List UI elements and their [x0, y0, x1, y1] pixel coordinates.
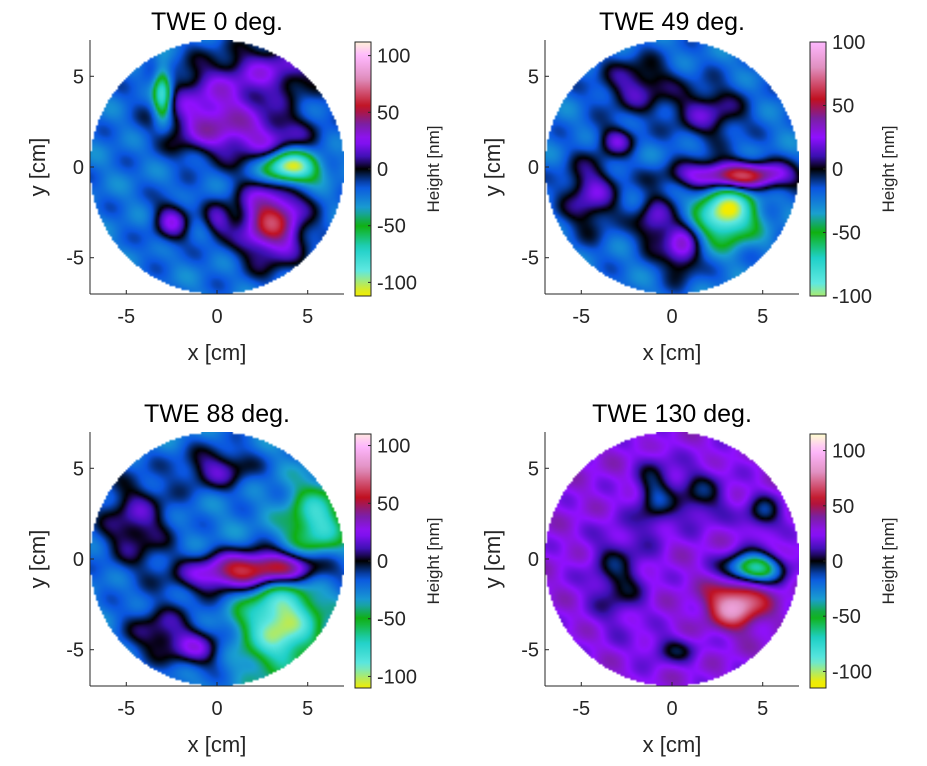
- y-tick-label: 0: [73, 157, 84, 179]
- colorbar-tick-label: -50: [832, 606, 861, 628]
- panel-4: TWE 130 deg.-5 0 550-5x [cm]y [cm]100500-5…: [480, 400, 898, 757]
- x-axis-label: x [cm]: [188, 340, 247, 365]
- x-tick-label: 0: [211, 698, 222, 720]
- y-tick-label: -5: [66, 640, 84, 662]
- colorbar-tick-label: 100: [377, 46, 410, 68]
- x-tick-label: -5: [117, 306, 135, 328]
- colorbar-label: Height [nm]: [879, 518, 898, 605]
- panel-2: TWE 49 deg.-5 0 550-5x [cm]y [cm]100500-50…: [480, 8, 898, 365]
- chart-title: TWE 130 deg.: [592, 400, 752, 428]
- x-axis-label: x [cm]: [643, 340, 702, 365]
- colorbar-tick-label: 100: [832, 441, 865, 463]
- x-axis-label: x [cm]: [188, 732, 247, 757]
- colorbar-tick-label: -50: [377, 609, 406, 631]
- panel-3: TWE 88 deg.-5 0 550-5x [cm]y [cm]100500-50…: [25, 400, 443, 757]
- y-axis-label: y [cm]: [25, 138, 50, 197]
- colorbar-tick-label: 100: [832, 32, 865, 54]
- colorbar-tick-label: 0: [832, 551, 843, 573]
- colorbar-tick-label: -100: [377, 666, 417, 688]
- x-tick-label: -5: [572, 698, 590, 720]
- colorbar-label: Height [nm]: [879, 126, 898, 213]
- colorbar-tick-label: 100: [377, 436, 410, 458]
- chart-title: TWE 49 deg.: [599, 8, 745, 36]
- y-tick-label: 5: [528, 66, 539, 88]
- x-tick-label: 0: [666, 306, 677, 328]
- y-axis-label: y [cm]: [480, 138, 505, 197]
- x-tick-label: 0: [211, 306, 222, 328]
- colorbar-tick-label: -100: [832, 661, 872, 683]
- x-tick-label: 5: [302, 698, 313, 720]
- x-tick-label: 5: [757, 306, 768, 328]
- chart-title: TWE 88 deg.: [144, 400, 290, 428]
- y-tick-label: -5: [521, 640, 539, 662]
- colorbar-tick-label: 0: [832, 159, 843, 181]
- colorbar-tick-label: -50: [832, 223, 861, 245]
- y-tick-label: 0: [528, 549, 539, 571]
- heatmap-disc: [545, 40, 799, 294]
- panel-1: TWE 0 deg.-5 0 550-5x [cm]y [cm]100500-50-…: [25, 8, 443, 365]
- y-tick-label: -5: [66, 248, 84, 270]
- x-tick-label: -5: [117, 698, 135, 720]
- heatmap-disc: [545, 432, 799, 686]
- colorbar-label: Height [nm]: [424, 518, 443, 605]
- x-tick-label: 5: [302, 306, 313, 328]
- colorbar-label: Height [nm]: [424, 126, 443, 213]
- x-tick-label: -5: [572, 306, 590, 328]
- x-axis-label: x [cm]: [643, 732, 702, 757]
- y-tick-label: 5: [73, 458, 84, 480]
- colorbar-tick-label: 0: [377, 159, 388, 181]
- heatmap-disc: [90, 432, 344, 686]
- y-tick-label: 0: [73, 549, 84, 571]
- y-tick-label: 5: [73, 66, 84, 88]
- y-tick-label: -5: [521, 248, 539, 270]
- y-tick-label: 0: [528, 157, 539, 179]
- heatmap-disc: [90, 40, 344, 294]
- colorbar-tick-label: -100: [377, 272, 417, 294]
- y-tick-label: 5: [528, 458, 539, 480]
- x-tick-label: 5: [757, 698, 768, 720]
- colorbar-tick-label: 50: [832, 96, 854, 118]
- colorbar-tick-label: 0: [377, 551, 388, 573]
- chart-title: TWE 0 deg.: [151, 8, 283, 36]
- colorbar-tick-label: 50: [377, 102, 399, 124]
- colorbar-tick-label: 50: [832, 496, 854, 518]
- colorbar-tick-label: -100: [832, 286, 872, 308]
- x-tick-label: 0: [666, 698, 677, 720]
- y-axis-label: y [cm]: [25, 530, 50, 589]
- y-axis-label: y [cm]: [480, 530, 505, 589]
- colorbar-tick-label: -50: [377, 216, 406, 238]
- colorbar-tick-label: 50: [377, 493, 399, 515]
